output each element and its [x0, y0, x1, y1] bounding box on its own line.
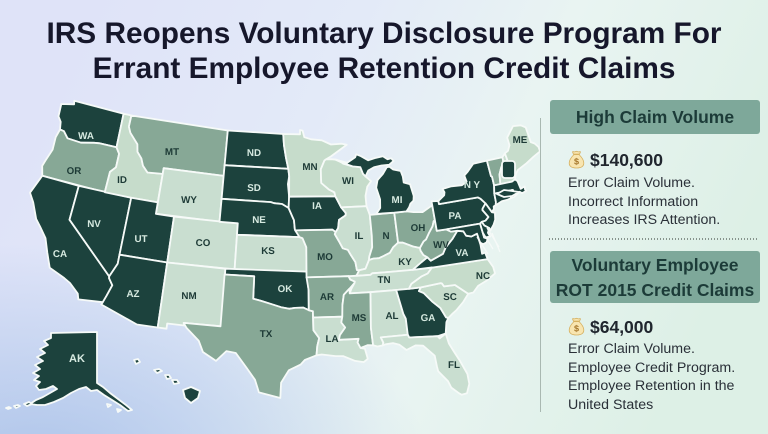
svg-text:FL: FL	[448, 360, 460, 371]
svg-text:GA: GA	[421, 313, 436, 324]
svg-text:SC: SC	[443, 292, 457, 303]
svg-text:CO: CO	[196, 238, 211, 249]
svg-text:AR: AR	[320, 292, 334, 303]
svg-text:MI: MI	[392, 195, 403, 206]
svg-text:WY: WY	[181, 195, 197, 206]
svg-text:KY: KY	[398, 257, 412, 268]
svg-text:OR: OR	[67, 166, 82, 177]
svg-text:KS: KS	[261, 246, 275, 257]
svg-text:N: N	[382, 231, 389, 242]
svg-text:ND: ND	[247, 148, 261, 159]
svg-text:NV: NV	[87, 219, 101, 230]
svg-text:ID: ID	[117, 175, 127, 186]
svg-text:PA: PA	[449, 211, 462, 222]
svg-text:ME: ME	[513, 135, 528, 146]
svg-text:AZ: AZ	[126, 289, 139, 300]
svg-text:OH: OH	[411, 223, 426, 234]
svg-text:MT: MT	[165, 147, 179, 158]
svg-text:WI: WI	[342, 176, 354, 187]
svg-text:IA: IA	[312, 201, 322, 212]
svg-text:CA: CA	[53, 249, 67, 260]
svg-text:TN: TN	[377, 275, 390, 286]
svg-text:OK: OK	[278, 284, 293, 295]
svg-text:LA: LA	[325, 334, 338, 345]
svg-text:VA: VA	[456, 248, 469, 259]
svg-text:WV: WV	[433, 240, 449, 251]
svg-text:TX: TX	[260, 329, 273, 340]
svg-text:SD: SD	[247, 183, 261, 194]
svg-text:$: $	[574, 157, 579, 167]
svg-text:NE: NE	[252, 215, 266, 226]
svg-text:AK: AK	[69, 353, 85, 365]
svg-text:MO: MO	[317, 252, 333, 263]
svg-text:NC: NC	[476, 271, 490, 282]
svg-text:AL: AL	[385, 311, 398, 322]
svg-text:NM: NM	[181, 291, 196, 302]
svg-text:WA: WA	[78, 131, 94, 142]
svg-text:N Y: N Y	[464, 180, 481, 191]
svg-text:MS: MS	[352, 313, 367, 324]
svg-text:MN: MN	[302, 162, 317, 173]
svg-text:UT: UT	[134, 234, 147, 245]
svg-text:IL: IL	[355, 231, 364, 242]
svg-text:$: $	[574, 324, 579, 334]
